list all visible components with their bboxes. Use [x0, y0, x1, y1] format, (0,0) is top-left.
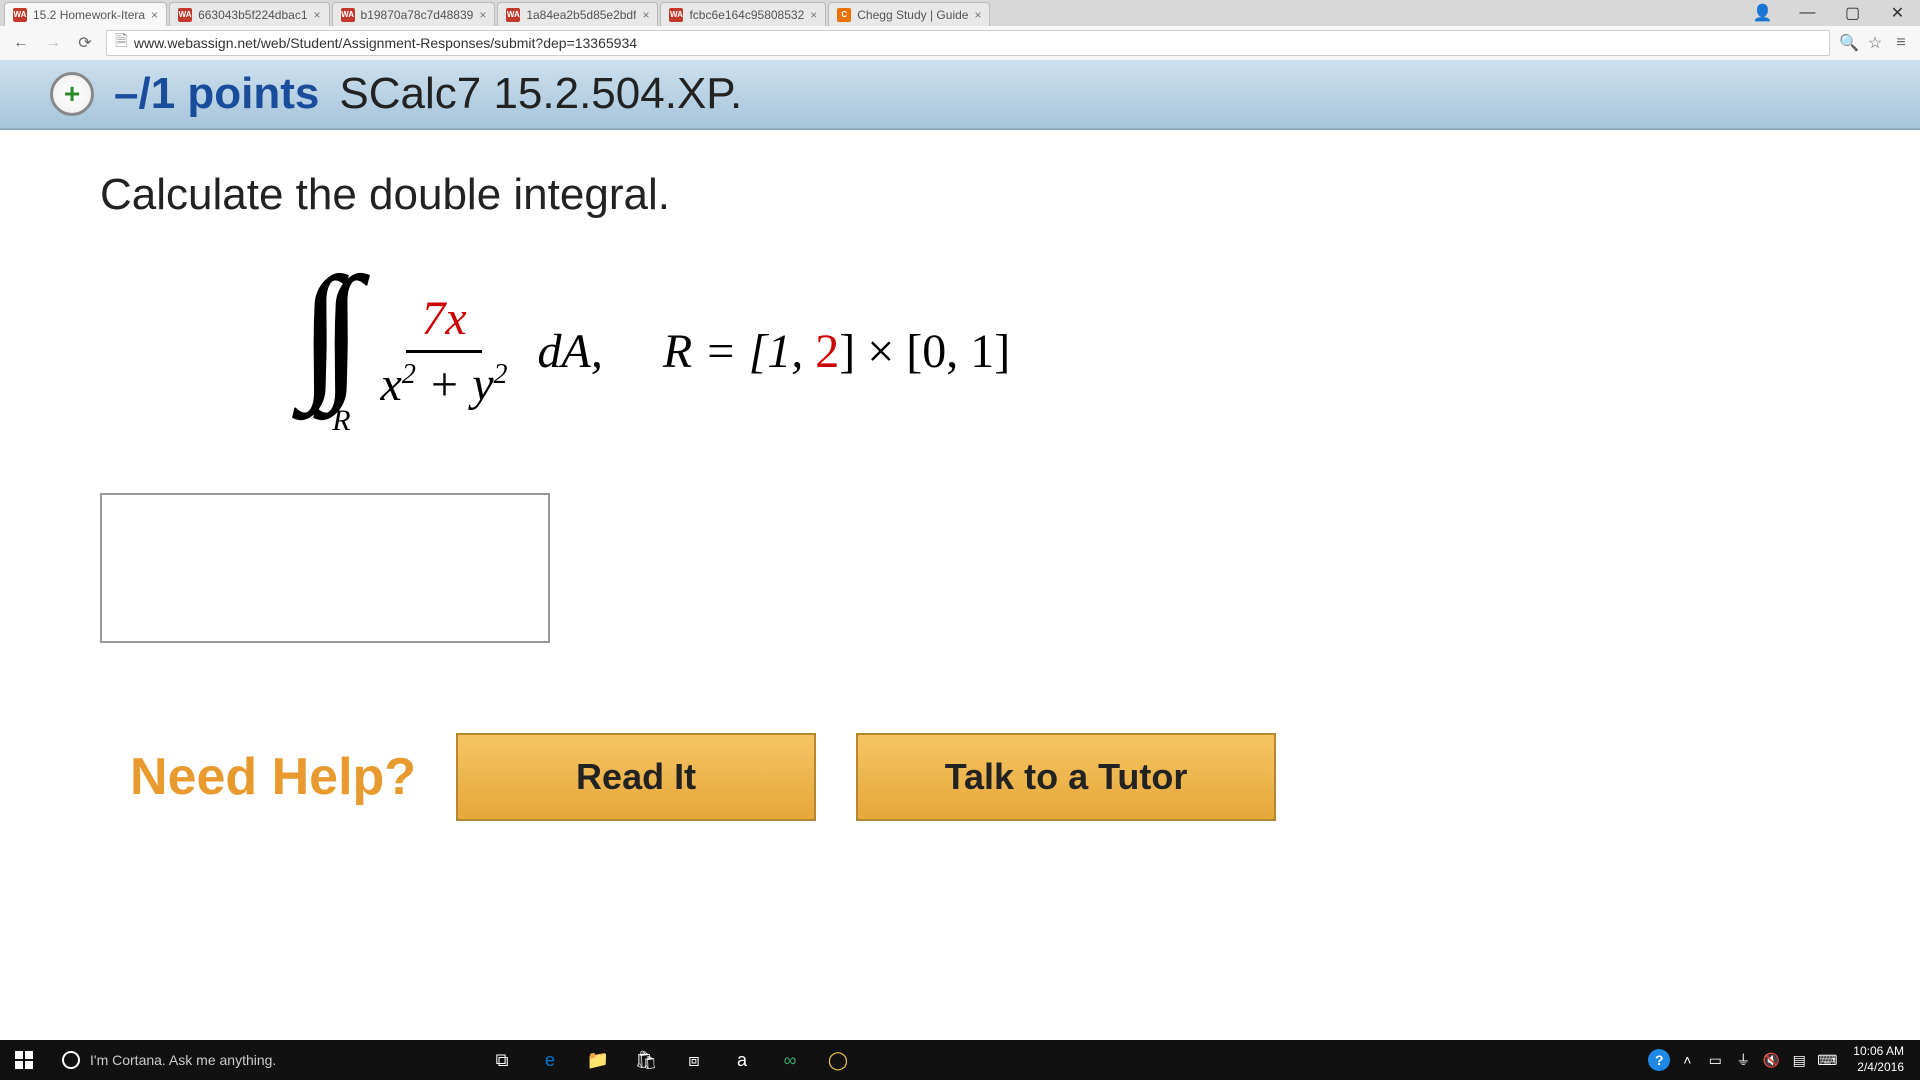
address-bar-row: ← → ⟳ 🗎 www.webassign.net/web/Student/As…: [0, 26, 1920, 60]
tray-keyboard-icon[interactable]: ⌨: [1813, 1040, 1841, 1080]
tray-wifi-icon[interactable]: ⏚: [1729, 1040, 1757, 1080]
taskbar-task-view-icon[interactable]: ⧉: [478, 1040, 526, 1080]
clock[interactable]: 10:06 AM 2/4/2016: [1845, 1044, 1912, 1075]
start-button[interactable]: [0, 1040, 48, 1080]
tab-favicon: WA: [13, 8, 27, 22]
need-help-label: Need Help?: [130, 747, 416, 807]
fraction: 7x x2 + y2: [381, 291, 508, 412]
tab-favicon: C: [837, 8, 851, 22]
tray-action-icon[interactable]: ▤: [1785, 1040, 1813, 1080]
taskbar-apps: ⧉e📁🛍⧈a∞◯: [478, 1040, 862, 1080]
taskbar-edge-icon[interactable]: e: [526, 1040, 574, 1080]
cortana-search[interactable]: I'm Cortana. Ask me anything.: [48, 1040, 478, 1080]
tab-favicon: WA: [506, 8, 520, 22]
minimize-button[interactable]: —: [1785, 0, 1830, 26]
tray-help-badge-icon[interactable]: ?: [1645, 1040, 1673, 1080]
back-button[interactable]: ←: [10, 32, 32, 54]
taskbar-amazon-icon[interactable]: a: [718, 1040, 766, 1080]
browser-tab[interactable]: WA fcbc6e164c95808532 ×: [660, 2, 826, 26]
tab-favicon: WA: [669, 8, 683, 22]
d-a-text: dA,: [538, 324, 603, 379]
taskbar-chrome-icon[interactable]: ◯: [814, 1040, 862, 1080]
close-window-button[interactable]: ✕: [1875, 0, 1920, 26]
forward-button[interactable]: →: [42, 32, 64, 54]
double-integral-symbol: ∫∫R: [300, 270, 351, 433]
tab-close-icon[interactable]: ×: [151, 8, 158, 22]
region-definition: R = [1, 2] × [0, 1]: [663, 324, 1010, 379]
tab-close-icon[interactable]: ×: [479, 8, 486, 22]
taskbar-file-explorer-icon[interactable]: 📁: [574, 1040, 622, 1080]
taskbar-store-icon[interactable]: 🛍: [622, 1040, 670, 1080]
user-icon[interactable]: 👤: [1740, 0, 1785, 26]
tab-close-icon[interactable]: ×: [642, 8, 649, 22]
cortana-icon: [62, 1051, 80, 1069]
taskbar-tripadvisor-icon[interactable]: ∞: [766, 1040, 814, 1080]
points-text: –/1 points: [114, 69, 319, 119]
taskbar-dropbox-icon[interactable]: ⧈: [670, 1040, 718, 1080]
problem-reference: SCalc7 15.2.504.XP.: [339, 69, 742, 119]
tab-title: Chegg Study | Guide: [857, 8, 968, 22]
maximize-button[interactable]: ▢: [1830, 0, 1875, 26]
tray-show-hidden-icon[interactable]: ˄: [1673, 1040, 1701, 1080]
browser-tab[interactable]: WA b19870a78c7d48839 ×: [332, 2, 496, 26]
page-content: + –/1 points SCalc7 15.2.504.XP. Calcula…: [0, 60, 1920, 1040]
url-text: www.webassign.net/web/Student/Assignment…: [134, 35, 1821, 51]
page-icon: 🗎: [115, 30, 128, 57]
tab-favicon: WA: [341, 8, 355, 22]
tab-title: 663043b5f224dbac1: [198, 8, 307, 22]
tab-title: 1a84ea2b5d85e2bdf: [526, 8, 636, 22]
window-controls: 👤 — ▢ ✕: [1740, 0, 1920, 26]
integral-expression: ∫∫R 7x x2 + y2 dA, R = [1, 2] × [0, 1]: [100, 270, 1820, 433]
zoom-icon[interactable]: 🔍: [1840, 34, 1858, 52]
system-tray: ?˄▭⏚🔇▤⌨ 10:06 AM 2/4/2016: [1645, 1040, 1920, 1080]
talk-to-tutor-button[interactable]: Talk to a Tutor: [856, 733, 1276, 821]
reload-button[interactable]: ⟳: [74, 32, 96, 54]
cortana-placeholder: I'm Cortana. Ask me anything.: [90, 1052, 276, 1068]
question-prompt: Calculate the double integral.: [100, 170, 1820, 220]
tab-title: b19870a78c7d48839: [361, 8, 474, 22]
question-body: Calculate the double integral. ∫∫R 7x x2…: [0, 130, 1920, 881]
clock-date: 2/4/2016: [1853, 1060, 1904, 1076]
browser-tab[interactable]: WA 15.2 Homework-Itera ×: [4, 2, 167, 26]
browser-tab[interactable]: WA 663043b5f224dbac1 ×: [169, 2, 329, 26]
browser-tab[interactable]: C Chegg Study | Guide ×: [828, 2, 990, 26]
tab-title: fcbc6e164c95808532: [689, 8, 804, 22]
fraction-numerator: 7x: [406, 291, 481, 353]
browser-chrome: WA 15.2 Homework-Itera ×WA 663043b5f224d…: [0, 0, 1920, 60]
tray-volume-icon[interactable]: 🔇: [1757, 1040, 1785, 1080]
tab-favicon: WA: [178, 8, 192, 22]
browser-tab[interactable]: WA 1a84ea2b5d85e2bdf ×: [497, 2, 658, 26]
tab-close-icon[interactable]: ×: [314, 8, 321, 22]
help-row: Need Help? Read It Talk to a Tutor: [100, 733, 1820, 821]
clock-time: 10:06 AM: [1853, 1044, 1904, 1060]
read-it-button[interactable]: Read It: [456, 733, 816, 821]
taskbar: I'm Cortana. Ask me anything. ⧉e📁🛍⧈a∞◯ ?…: [0, 1040, 1920, 1080]
expand-plus-icon[interactable]: +: [50, 72, 94, 116]
tab-strip: WA 15.2 Homework-Itera ×WA 663043b5f224d…: [0, 0, 1920, 26]
url-box[interactable]: 🗎 www.webassign.net/web/Student/Assignme…: [106, 30, 1830, 56]
menu-icon[interactable]: ≡: [1892, 34, 1910, 52]
tray-battery-icon[interactable]: ▭: [1701, 1040, 1729, 1080]
question-header: + –/1 points SCalc7 15.2.504.XP.: [0, 60, 1920, 130]
tab-close-icon[interactable]: ×: [974, 8, 981, 22]
fraction-denominator: x2 + y2: [381, 353, 508, 412]
answer-input[interactable]: [100, 493, 550, 643]
windows-logo-icon: [15, 1051, 33, 1069]
bookmark-star-icon[interactable]: ☆: [1866, 34, 1884, 52]
tab-title: 15.2 Homework-Itera: [33, 8, 145, 22]
tab-close-icon[interactable]: ×: [810, 8, 817, 22]
